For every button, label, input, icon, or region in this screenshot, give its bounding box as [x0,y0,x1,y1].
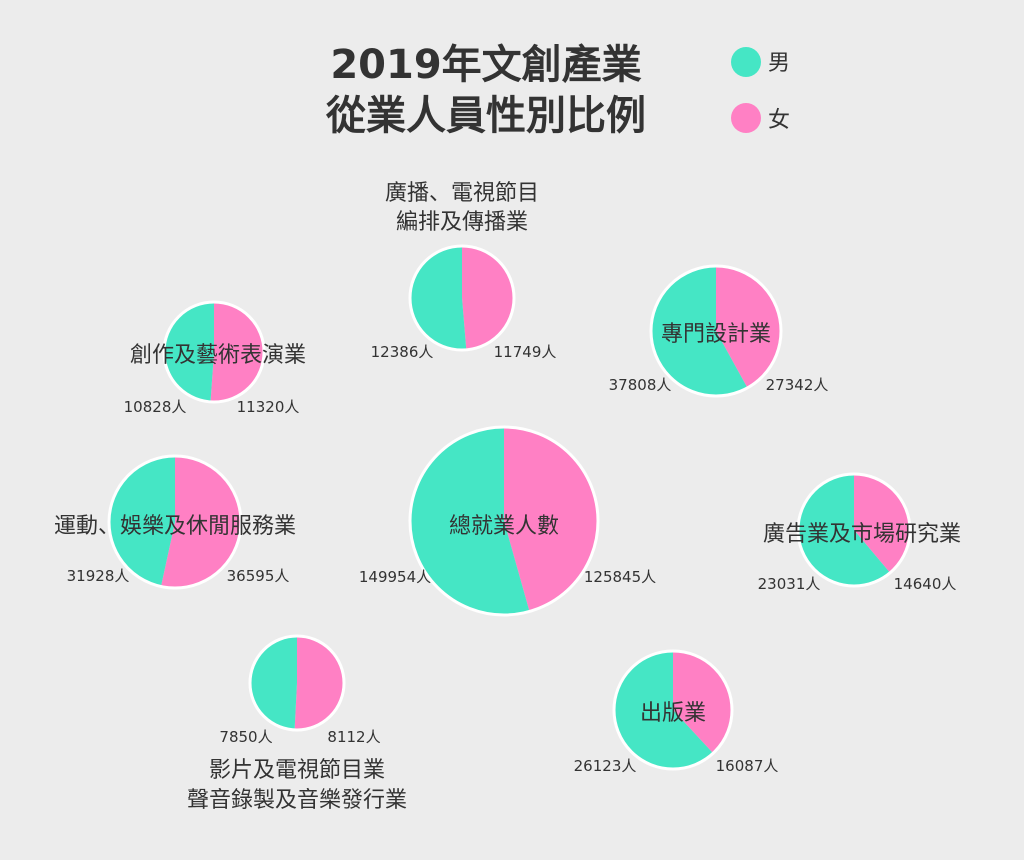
pie-2-outline [649,264,783,398]
pie-6-female-value: 8112人 [327,728,380,746]
pie-2-name-line-0: 專門設計業 [661,322,771,347]
pie-3-slice-female [210,302,264,403]
pie-1-outline [408,244,516,352]
legend-swatch-male [731,47,761,77]
pie-2: 專門設計業 37808人 27342人 [609,264,829,398]
pie-6-name-line-0: 影片及電視節目業 [209,758,385,783]
pie-7-male-value: 26123人 [574,757,637,775]
pie-7-female-value: 16087人 [716,757,779,775]
pie-1-slice-male [409,246,467,350]
pie-0-name-line-0: 總就業人數 [449,514,559,539]
legend-label-female: 女 [768,108,790,133]
pie-5-outline [796,472,912,588]
pie-4-slice-male [109,456,175,587]
pie-1-name-line-1: 編排及傳播業 [396,210,528,235]
pie-7-slice-female [673,651,733,754]
pie-1-female-value: 11749人 [494,343,557,361]
pie-5-slice-female [854,474,911,573]
pie-2-male-value: 37808人 [609,376,672,394]
pie-1-slice-female [462,246,514,350]
pie-5-male-value: 23031人 [758,575,821,593]
legend: 男 女 [731,47,790,133]
pie-3-outline [162,300,266,404]
legend-label-male: 男 [768,51,790,76]
pie-6-outline [248,634,346,732]
legend-swatch-female [731,103,761,133]
pie-4-name-line-0: 運動、娛樂及休閒服務業 [54,514,296,539]
pie-3-name-line-0: 創作及藝術表演業 [130,343,306,368]
pie-3: 創作及藝術表演業 10828人 11320人 [124,300,306,416]
pie-4-outline [107,454,243,590]
pie-5-slice-male [798,474,891,586]
pie-4-female-value: 36595人 [227,567,290,585]
pie-0: 總就業人數 149954人 125845人 [359,425,656,617]
pie-7-slice-male [614,651,714,769]
pie-2-female-value: 27342人 [766,376,829,394]
pie-6-name-line-1: 聲音錄製及音樂發行業 [187,788,407,813]
pie-7-name-line-0: 出版業 [640,701,706,726]
pie-7-outline [612,649,734,771]
pie-0-outline [408,425,600,617]
pie-1-name-line-0: 廣播、電視節目 [385,181,539,206]
pie-6-slice-male [249,635,297,730]
chart-title-line-1: 2019年文創產業 [330,42,641,88]
pie-3-female-value: 11320人 [237,398,300,416]
pie-0-slice-female [504,427,599,612]
pie-6-slice-female [294,636,344,730]
pie-3-male-value: 10828人 [124,398,187,416]
pie-2-slice-male [651,266,748,396]
pie-6-male-value: 7850人 [219,728,272,746]
pie-4-slice-female [160,455,242,588]
pie-5-female-value: 14640人 [894,575,957,593]
pie-0-female-value: 125845人 [584,568,656,586]
pie-4: 運動、娛樂及休閒服務業 31928人 36595人 [54,454,296,590]
pie-0-male-value: 149954人 [359,568,431,586]
pie-1-male-value: 12386人 [371,343,434,361]
pie-7: 出版業 26123人 16087人 [574,649,779,775]
pie-0-slice-male [410,427,530,615]
pie-5: 廣告業及市場研究業 23031人 14640人 [758,472,961,593]
pie-3-slice-male [163,301,214,402]
pie-4-male-value: 31928人 [67,567,130,585]
pie-5-name-line-0: 廣告業及市場研究業 [763,522,961,547]
pie-2-slice-female [716,266,782,388]
chart-title-line-2: 從業人員性別比例 [325,93,646,139]
